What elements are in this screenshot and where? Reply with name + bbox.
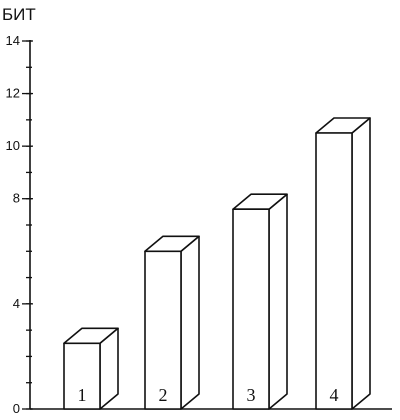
bar-1: 1 <box>63 327 119 410</box>
y-axis-unit-label: БИТ <box>2 5 36 24</box>
y-tick-label: 0 <box>13 401 20 416</box>
bar-2: 2 <box>144 235 200 410</box>
bar-front-face <box>315 132 353 410</box>
y-tick-label: 12 <box>6 86 20 101</box>
bar-category-label: 3 <box>247 385 256 405</box>
y-axis-ticks: 0 4 8 10 12 14 <box>6 33 33 416</box>
bar-category-label: 1 <box>78 385 87 405</box>
y-tick-label: 8 <box>13 191 20 206</box>
bar-side-face <box>351 117 371 410</box>
bar-category-label: 2 <box>159 385 168 405</box>
y-tick-label: 14 <box>6 33 20 48</box>
bar-3: 3 <box>232 193 288 410</box>
bar-front-face <box>232 208 270 410</box>
bar-front-face <box>144 250 182 410</box>
bar-4: 4 <box>315 117 371 410</box>
y-tick-label: 10 <box>6 138 20 153</box>
bars: 1 2 3 4 <box>63 117 371 410</box>
bar-side-face <box>180 235 200 410</box>
bar-front-face <box>63 342 101 410</box>
bar-category-label: 4 <box>330 385 339 405</box>
y-tick-label: 4 <box>13 296 20 311</box>
bar-side-face <box>268 193 288 410</box>
